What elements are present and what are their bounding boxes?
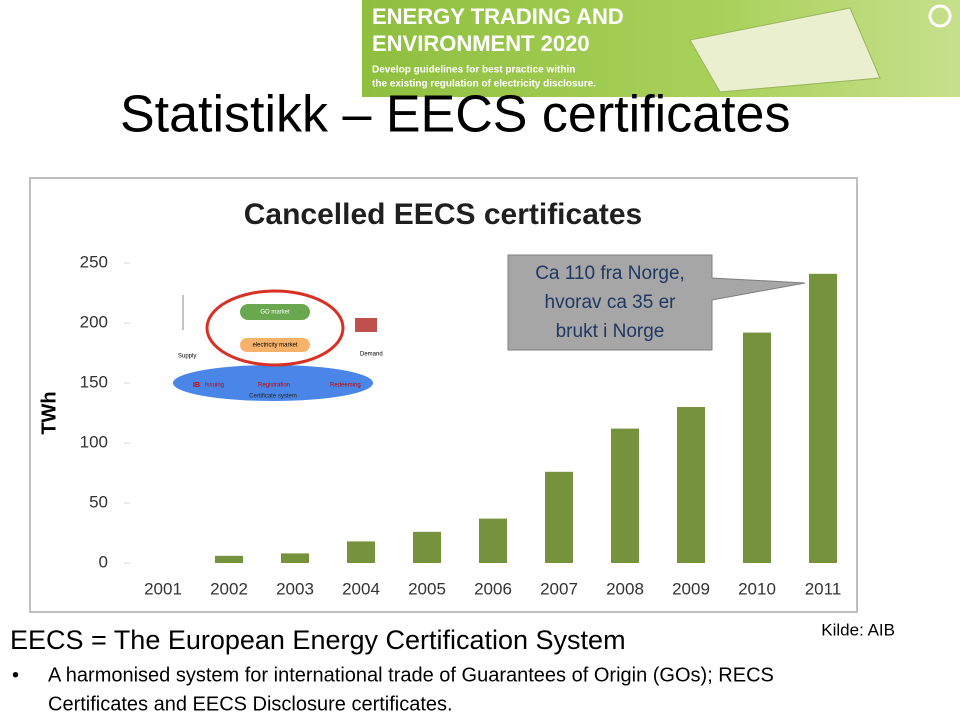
x-tick-label: 2002 [210, 579, 248, 598]
x-tick-label: 2008 [606, 579, 644, 598]
inset-label: Redeeming [330, 383, 361, 389]
chart-frame [29, 177, 858, 613]
slide-title: Statistikk – EECS certificates [120, 86, 790, 144]
bar [215, 555, 243, 563]
inset-ellipse [205, 289, 345, 367]
y-tick-label: 0 [99, 552, 108, 571]
inset-label: IB [193, 382, 200, 389]
bar [809, 273, 837, 563]
inset-label: Registration [258, 383, 290, 389]
bar [479, 518, 507, 563]
bar [677, 407, 705, 563]
inset-label: Demand [360, 352, 383, 358]
source: Kilde: AIB [821, 620, 895, 639]
y-tick-label: 200 [80, 312, 108, 331]
inset-label: Issuing [205, 383, 224, 389]
x-tick-label: 2004 [342, 579, 380, 598]
callout-text: Ca 110 fra Norge, [535, 263, 685, 284]
inset-house [355, 318, 377, 332]
x-tick-label: 2010 [738, 579, 776, 598]
chart-title: Cancelled EECS certificates [244, 198, 643, 231]
inset-label: electricity market [252, 343, 297, 349]
x-tick-label: 2006 [474, 579, 512, 598]
banner-logo [928, 4, 952, 28]
y-tick-label: 250 [80, 252, 108, 271]
bar [545, 471, 573, 563]
inset-box [240, 338, 310, 352]
y-tick-label: 50 [89, 492, 108, 511]
footer-heading: EECS = The European Energy Certification… [10, 625, 626, 655]
bullet-text: Certificates and EECS Disclosure certifi… [48, 693, 453, 715]
x-tick-label: 2005 [408, 579, 446, 598]
y-tick-label: 100 [80, 432, 108, 451]
banner-title: ENVIRONMENT 2020 [372, 31, 590, 56]
x-tick-label: 2009 [672, 579, 710, 598]
x-tick-label: 2007 [540, 579, 578, 598]
inset-label: Supply [178, 354, 196, 360]
inset-label: GO market [260, 310, 290, 316]
x-tick-label: 2001 [144, 579, 182, 598]
banner-subtitle: the existing regulation of electricity d… [372, 79, 596, 90]
bar [743, 332, 771, 563]
inset-box [240, 304, 310, 320]
banner-title: ENERGY TRADING AND [372, 4, 624, 29]
x-tick-label: 2003 [276, 579, 314, 598]
callout-text: brukt i Norge [556, 321, 665, 342]
callout-text: hvorav ca 35 er [545, 292, 677, 313]
inset-diagram: GO market electricity market Supply Dema… [173, 289, 383, 401]
bar [611, 428, 639, 563]
bar [413, 531, 441, 563]
y-tick-label: 150 [80, 372, 108, 391]
bar [281, 553, 309, 563]
x-tick-label: 2011 [805, 579, 842, 598]
y-axis-label: TWh [38, 391, 60, 434]
inset-label: Certificate system [249, 394, 297, 400]
inset-ellipse [173, 365, 373, 401]
bullet-text: A harmonised system for international tr… [48, 664, 774, 686]
banner-tag [689, 7, 881, 93]
bullet: • [12, 664, 19, 686]
bar [347, 541, 375, 563]
callout [507, 254, 806, 351]
banner-subtitle: Develop guidelines for best practice wit… [372, 65, 575, 76]
